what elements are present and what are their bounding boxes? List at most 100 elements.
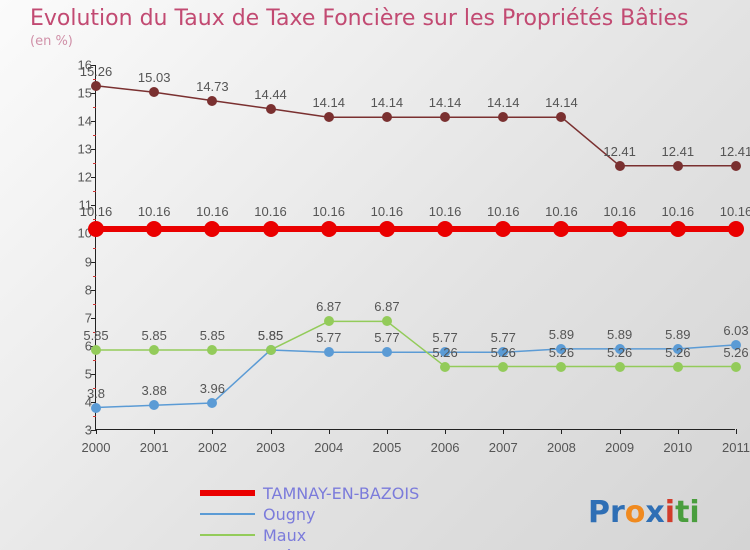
y-axis-label-3: 3 [68, 423, 92, 438]
legend-item-tamnay[interactable]: TAMNAY-EN-BAZOIS [200, 483, 600, 503]
y-axis-label-15: 15 [68, 86, 92, 101]
data-point-ch-tillon-en-bazois-2009[interactable] [615, 161, 625, 171]
x-axis-label-2004: 2004 [314, 440, 343, 455]
data-label-tamnay-en-bazois-2008: 10.16 [545, 204, 578, 219]
data-point-ch-tillon-en-bazois-2002[interactable] [207, 96, 217, 106]
x-axis-label-2009: 2009 [605, 440, 634, 455]
data-label-tamnay-en-bazois-2010: 10.16 [662, 204, 695, 219]
data-point-tamnay-en-bazois-2009[interactable] [612, 221, 628, 237]
x-axis-label-2007: 2007 [489, 440, 518, 455]
series-line-ougny[interactable] [96, 345, 736, 408]
data-label-ougny-2004: 5.77 [316, 330, 341, 345]
data-label-ougny-2005: 5.77 [374, 330, 399, 345]
y-axis-label-14: 14 [68, 114, 92, 129]
data-point-ougny-2001[interactable] [149, 400, 159, 410]
data-point-ch-tillon-en-bazois-2007[interactable] [498, 112, 508, 122]
legend-item-maux[interactable]: Maux [200, 525, 600, 545]
data-label-maux-2009: 5.26 [607, 345, 632, 360]
data-point-maux-2011[interactable] [731, 362, 741, 372]
data-point-ougny-2005[interactable] [382, 347, 392, 357]
data-label-ougny-2011: 6.03 [723, 323, 748, 338]
data-label-tamnay-en-bazois-2007: 10.16 [487, 204, 520, 219]
data-point-ougny-2000[interactable] [91, 403, 101, 413]
data-point-tamnay-en-bazois-2006[interactable] [437, 221, 453, 237]
data-point-maux-2009[interactable] [615, 362, 625, 372]
data-label-ch-tillon-en-bazois-2008: 14.14 [545, 95, 578, 110]
data-label-tamnay-en-bazois-2002: 10.16 [196, 204, 229, 219]
data-point-tamnay-en-bazois-2008[interactable] [553, 221, 569, 237]
proxiti-logo: Proxiti [588, 495, 700, 530]
data-label-ougny-2002: 3.96 [200, 381, 225, 396]
data-point-ch-tillon-en-bazois-2004[interactable] [324, 112, 334, 122]
data-label-maux-2010: 5.26 [665, 345, 690, 360]
data-label-ch-tillon-en-bazois-2010: 12.41 [662, 144, 695, 159]
data-point-ch-tillon-en-bazois-2006[interactable] [440, 112, 450, 122]
data-point-tamnay-en-bazois-2007[interactable] [495, 221, 511, 237]
data-point-ougny-2004[interactable] [324, 347, 334, 357]
y-axis-label-9: 9 [68, 254, 92, 269]
data-label-maux-2008: 5.26 [549, 345, 574, 360]
data-label-ougny-2010: 5.89 [665, 327, 690, 342]
legend-label-maux: Maux [263, 526, 306, 545]
data-point-ch-tillon-en-bazois-2008[interactable] [556, 112, 566, 122]
series-line-maux[interactable] [96, 321, 736, 366]
data-point-maux-2010[interactable] [673, 362, 683, 372]
legend-item-ougny[interactable]: Ougny [200, 504, 600, 524]
data-point-maux-2007[interactable] [498, 362, 508, 372]
data-point-maux-2003[interactable] [266, 345, 276, 355]
data-label-ougny-2000: 3.8 [87, 386, 105, 401]
data-point-maux-2005[interactable] [382, 316, 392, 326]
y-axis-label-7: 7 [68, 310, 92, 325]
data-label-maux-2011: 5.26 [723, 345, 748, 360]
data-point-ch-tillon-en-bazois-2000[interactable] [91, 81, 101, 91]
data-point-tamnay-en-bazois-2003[interactable] [263, 221, 279, 237]
data-point-tamnay-en-bazois-2002[interactable] [204, 221, 220, 237]
data-point-maux-2000[interactable] [91, 345, 101, 355]
series-line-ch-tillon-en-bazois[interactable] [96, 86, 736, 166]
data-label-tamnay-en-bazois-2011: 10.16 [720, 204, 750, 219]
legend-item-chatillon[interactable]: Châtillon-en-Bazois [200, 546, 600, 550]
data-point-tamnay-en-bazois-2010[interactable] [670, 221, 686, 237]
x-axis-label-2011: 2011 [722, 440, 750, 455]
chart-root: Evolution du Taux de Taxe Foncière sur l… [0, 0, 750, 550]
data-point-maux-2002[interactable] [207, 345, 217, 355]
data-point-tamnay-en-bazois-2000[interactable] [88, 221, 104, 237]
chart-title: Evolution du Taux de Taxe Foncière sur l… [30, 6, 689, 31]
x-axis-label-2002: 2002 [198, 440, 227, 455]
data-label-ougny-2009: 5.89 [607, 327, 632, 342]
x-axis-label-2001: 2001 [140, 440, 169, 455]
data-point-maux-2004[interactable] [324, 316, 334, 326]
legend-label-chatillon: Châtillon-en-Bazois [263, 547, 416, 550]
data-label-ougny-2006: 5.77 [432, 330, 457, 345]
data-label-maux-2004: 6.87 [316, 299, 341, 314]
plot-area: 3 4 5 6 7 8 9 10 11 12 13 14 15 16 2000 2001 2002 2003 20… [95, 65, 735, 430]
data-point-ougny-2002[interactable] [207, 398, 217, 408]
data-point-ch-tillon-en-bazois-2001[interactable] [149, 87, 159, 97]
x-axis-label-2010: 2010 [663, 440, 692, 455]
data-label-ougny-2007: 5.77 [491, 330, 516, 345]
data-point-tamnay-en-bazois-2011[interactable] [728, 221, 744, 237]
data-point-ch-tillon-en-bazois-2011[interactable] [731, 161, 741, 171]
data-point-maux-2006[interactable] [440, 362, 450, 372]
data-label-ch-tillon-en-bazois-2001: 15.03 [138, 70, 171, 85]
legend-swatch-maux [200, 534, 255, 536]
data-label-ch-tillon-en-bazois-2005: 14.14 [371, 95, 404, 110]
data-point-ch-tillon-en-bazois-2010[interactable] [673, 161, 683, 171]
x-axis-label-2003: 2003 [256, 440, 285, 455]
data-point-tamnay-en-bazois-2001[interactable] [146, 221, 162, 237]
data-point-maux-2008[interactable] [556, 362, 566, 372]
data-label-tamnay-en-bazois-2004: 10.16 [312, 204, 345, 219]
data-label-ch-tillon-en-bazois-2007: 14.14 [487, 95, 520, 110]
x-axis-label-2000: 2000 [82, 440, 111, 455]
y-axis-label-8: 8 [68, 282, 92, 297]
data-point-tamnay-en-bazois-2005[interactable] [379, 221, 395, 237]
legend-label-tamnay: TAMNAY-EN-BAZOIS [263, 484, 419, 503]
data-label-maux-2003: 5.85 [258, 328, 283, 343]
x-axis-label-2005: 2005 [372, 440, 401, 455]
data-label-ch-tillon-en-bazois-2002: 14.73 [196, 79, 229, 94]
data-point-tamnay-en-bazois-2004[interactable] [321, 221, 337, 237]
data-point-ch-tillon-en-bazois-2003[interactable] [266, 104, 276, 114]
data-point-ch-tillon-en-bazois-2005[interactable] [382, 112, 392, 122]
legend: TAMNAY-EN-BAZOIS Ougny Maux Châtillon-en… [200, 483, 600, 550]
data-point-maux-2001[interactable] [149, 345, 159, 355]
